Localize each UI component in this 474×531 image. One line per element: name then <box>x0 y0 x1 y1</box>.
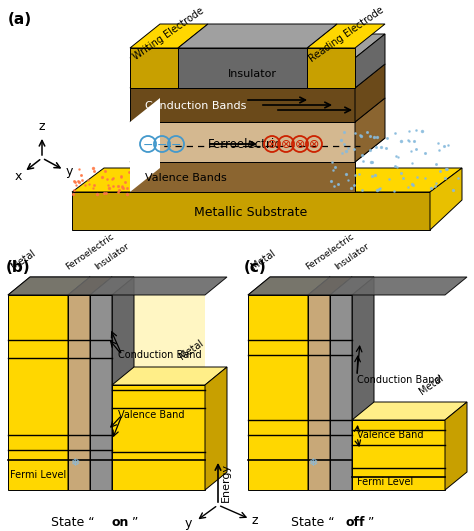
Text: on: on <box>111 516 128 528</box>
Polygon shape <box>72 168 462 192</box>
Polygon shape <box>90 277 134 295</box>
Polygon shape <box>307 48 355 88</box>
Text: Ferroelectric: Ferroelectric <box>208 139 282 151</box>
Text: ⊗: ⊗ <box>281 138 291 151</box>
Text: Fermi Level: Fermi Level <box>357 477 413 487</box>
Text: Valence Bands: Valence Bands <box>145 173 227 183</box>
Polygon shape <box>130 88 355 122</box>
Polygon shape <box>248 277 330 295</box>
Polygon shape <box>330 277 352 490</box>
Polygon shape <box>8 295 68 490</box>
Text: Writing Electrode: Writing Electrode <box>132 6 206 62</box>
Text: (a): (a) <box>8 12 32 27</box>
Text: Valence Band: Valence Band <box>118 410 184 420</box>
Polygon shape <box>178 48 307 88</box>
Text: ⊗: ⊗ <box>295 138 305 151</box>
Polygon shape <box>130 24 208 48</box>
Text: Fermi Level: Fermi Level <box>10 470 66 480</box>
Text: Energy: Energy <box>221 463 231 502</box>
Text: z: z <box>252 515 258 527</box>
Polygon shape <box>130 34 385 58</box>
Polygon shape <box>308 277 352 295</box>
Text: Metal: Metal <box>417 373 445 397</box>
Text: z: z <box>39 120 45 133</box>
Polygon shape <box>130 58 355 88</box>
Polygon shape <box>430 168 462 230</box>
Polygon shape <box>308 295 330 490</box>
Polygon shape <box>178 24 337 48</box>
Text: off: off <box>345 516 365 528</box>
Text: Conduction Band: Conduction Band <box>357 375 441 385</box>
Polygon shape <box>445 402 467 490</box>
Polygon shape <box>112 385 205 490</box>
Polygon shape <box>330 295 352 490</box>
Polygon shape <box>68 295 90 490</box>
Polygon shape <box>248 277 467 295</box>
Polygon shape <box>68 295 205 490</box>
Polygon shape <box>355 64 385 122</box>
Text: ❅: ❅ <box>70 458 80 468</box>
Text: Ferroelectric: Ferroelectric <box>304 232 356 272</box>
Text: y: y <box>185 518 192 530</box>
Text: (c): (c) <box>244 260 267 275</box>
Text: State “: State “ <box>51 516 95 528</box>
Text: Ferroelectric: Ferroelectric <box>64 232 116 272</box>
Polygon shape <box>68 277 90 490</box>
Text: Reading Electrode: Reading Electrode <box>307 4 385 64</box>
Polygon shape <box>130 162 355 192</box>
Polygon shape <box>352 420 445 490</box>
Polygon shape <box>72 192 430 230</box>
Text: Conduction Band: Conduction Band <box>118 350 201 360</box>
Polygon shape <box>307 24 385 48</box>
Polygon shape <box>248 295 308 490</box>
Polygon shape <box>355 34 385 88</box>
Polygon shape <box>68 277 112 295</box>
Text: y: y <box>66 166 73 178</box>
Polygon shape <box>90 295 112 490</box>
Text: Insulator: Insulator <box>333 242 371 272</box>
Text: Insulator: Insulator <box>228 69 277 79</box>
Text: ❅: ❅ <box>308 458 318 468</box>
Polygon shape <box>90 277 112 490</box>
Text: Conduction Bands: Conduction Bands <box>145 101 246 111</box>
Text: −: − <box>157 139 167 151</box>
Polygon shape <box>8 277 227 295</box>
Polygon shape <box>112 367 227 385</box>
Text: ⊗: ⊗ <box>267 138 277 151</box>
Polygon shape <box>308 277 330 490</box>
Polygon shape <box>355 98 385 162</box>
Text: (b): (b) <box>6 260 31 275</box>
Polygon shape <box>130 64 385 88</box>
Polygon shape <box>130 48 178 88</box>
Polygon shape <box>8 277 90 295</box>
Polygon shape <box>205 367 227 490</box>
Text: Metal: Metal <box>9 249 37 272</box>
Text: Metal: Metal <box>249 249 277 272</box>
Text: State “: State “ <box>292 516 335 528</box>
Text: x: x <box>15 169 22 183</box>
Polygon shape <box>130 98 385 122</box>
Polygon shape <box>130 98 160 192</box>
Polygon shape <box>130 138 385 162</box>
Text: −: − <box>171 139 181 151</box>
Text: −: − <box>143 139 153 151</box>
Text: Insulator: Insulator <box>93 242 131 272</box>
Polygon shape <box>112 277 134 490</box>
Text: ⊗: ⊗ <box>309 138 319 151</box>
Polygon shape <box>352 402 467 420</box>
Text: ”: ” <box>132 516 138 528</box>
Text: ”: ” <box>368 516 374 528</box>
Text: Valence Band: Valence Band <box>357 430 423 440</box>
Text: Metal: Metal <box>177 338 205 362</box>
Polygon shape <box>352 277 374 490</box>
Polygon shape <box>330 277 374 295</box>
Text: Metallic Substrate: Metallic Substrate <box>194 205 308 218</box>
Polygon shape <box>130 122 355 162</box>
